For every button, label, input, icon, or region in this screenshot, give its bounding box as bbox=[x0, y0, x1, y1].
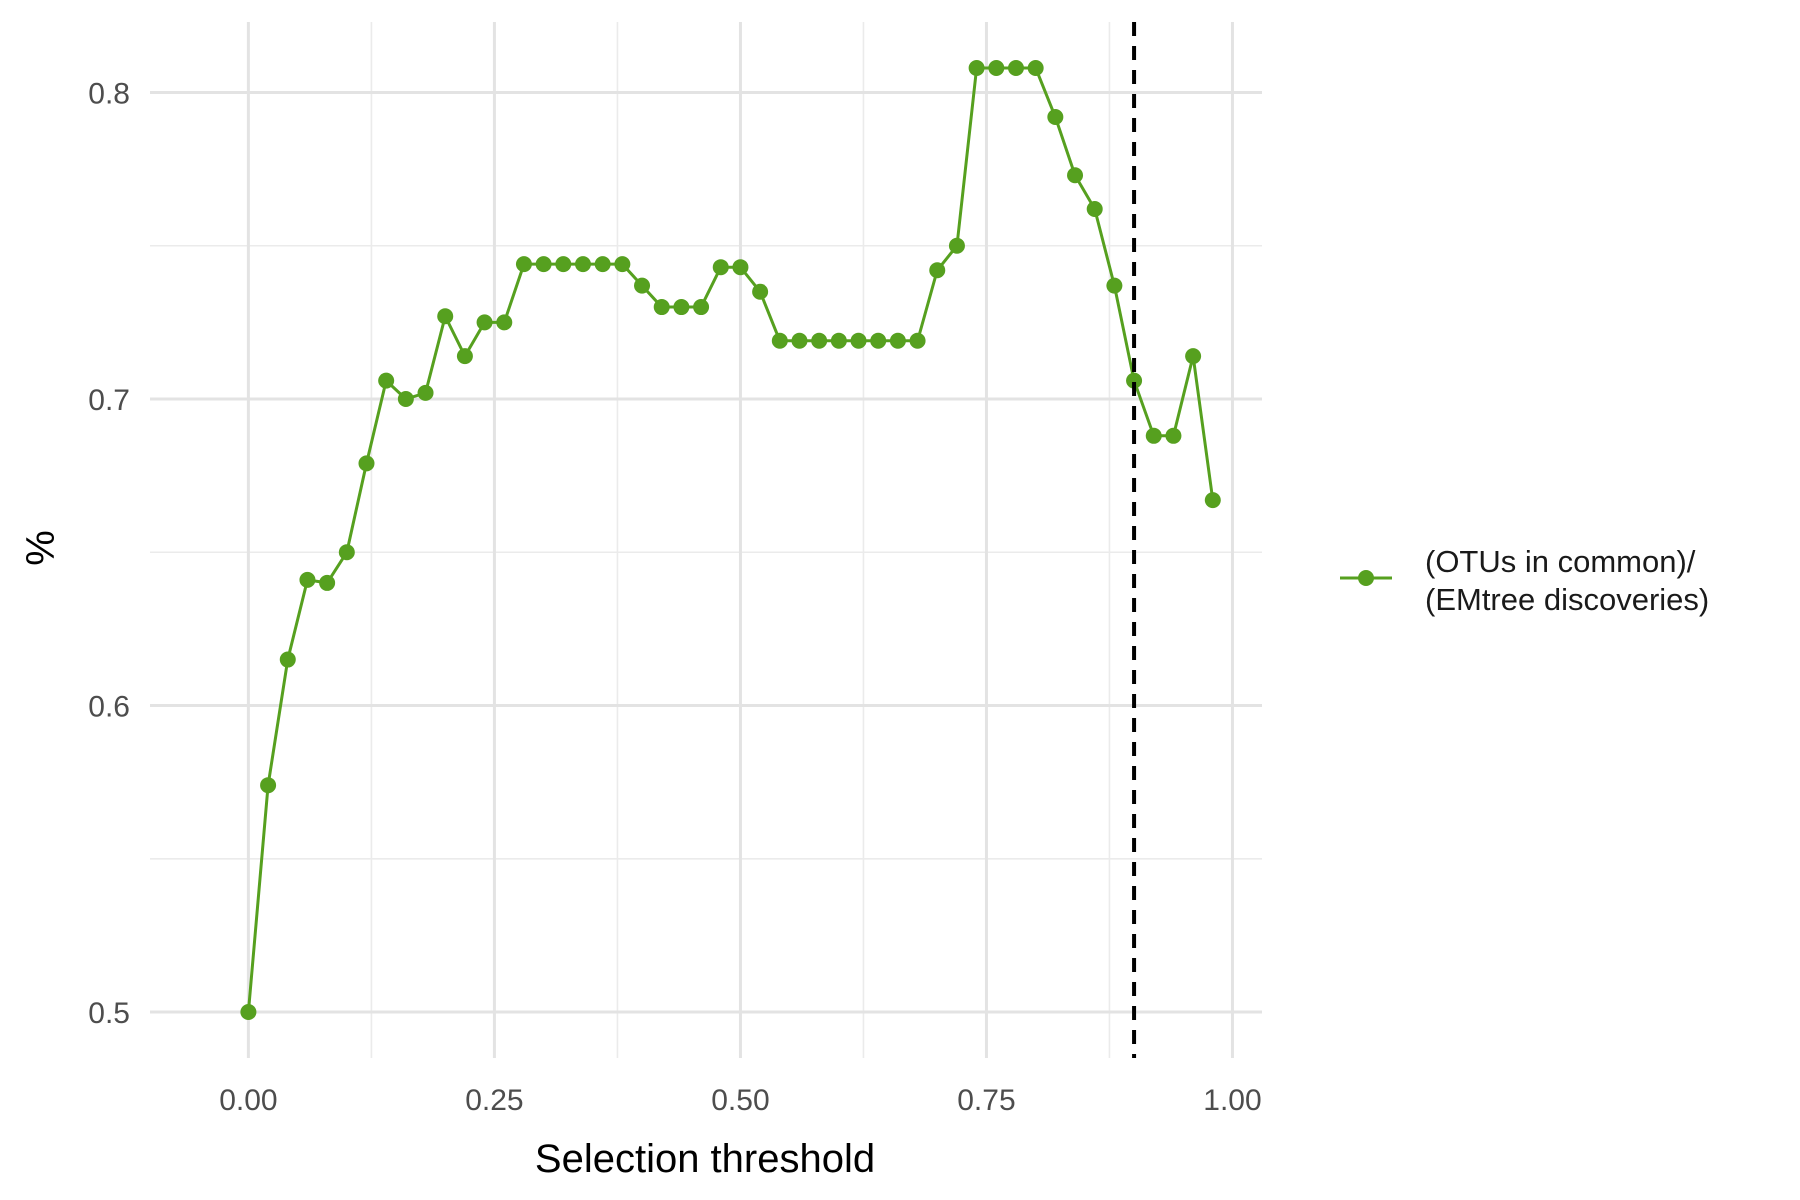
x-tick-label: 0.00 bbox=[219, 1084, 277, 1117]
data-point bbox=[634, 277, 651, 294]
data-point bbox=[437, 308, 454, 325]
data-point bbox=[653, 299, 670, 316]
data-point bbox=[574, 256, 591, 273]
data-point bbox=[397, 391, 414, 408]
x-tick-label: 0.75 bbox=[957, 1084, 1015, 1117]
minor-gridlines bbox=[150, 22, 1262, 1058]
data-point bbox=[338, 544, 355, 561]
data-point bbox=[299, 571, 316, 588]
legend-label-line: (OTUs in common)/ bbox=[1425, 544, 1696, 579]
data-point bbox=[260, 777, 277, 794]
data-point bbox=[811, 332, 828, 349]
data-point bbox=[870, 332, 887, 349]
data-point bbox=[476, 314, 493, 331]
data-point bbox=[1204, 492, 1221, 509]
y-axis-ticks: 0.5 0.6 0.7 0.8 bbox=[88, 77, 130, 1030]
data-point bbox=[693, 299, 710, 316]
y-tick-label: 0.5 bbox=[88, 997, 130, 1030]
y-tick-label: 0.7 bbox=[88, 384, 130, 417]
data-point bbox=[594, 256, 611, 273]
data-point bbox=[358, 455, 375, 472]
data-point bbox=[1185, 348, 1202, 365]
data-point bbox=[535, 256, 552, 273]
legend: (OTUs in common)/(EMtree discoveries) bbox=[1340, 544, 1709, 617]
data-point bbox=[1047, 109, 1064, 126]
series-layer bbox=[240, 59, 1221, 1021]
data-point bbox=[1145, 427, 1162, 444]
data-point bbox=[1126, 372, 1143, 389]
data-point bbox=[555, 256, 572, 273]
data-point bbox=[496, 314, 513, 331]
data-point bbox=[732, 259, 749, 276]
data-point bbox=[948, 237, 965, 254]
data-point bbox=[319, 574, 336, 591]
data-point bbox=[889, 332, 906, 349]
x-tick-label: 1.00 bbox=[1203, 1084, 1261, 1117]
legend-point-key bbox=[1358, 570, 1374, 586]
data-point bbox=[968, 59, 985, 76]
x-axis-title: Selection threshold bbox=[535, 1137, 875, 1181]
data-point bbox=[1086, 200, 1103, 217]
data-point bbox=[909, 332, 926, 349]
data-point bbox=[752, 283, 769, 300]
data-point bbox=[456, 348, 473, 365]
data-point bbox=[417, 384, 434, 401]
data-point bbox=[378, 372, 395, 389]
data-point bbox=[988, 59, 1005, 76]
x-tick-label: 0.25 bbox=[465, 1084, 523, 1117]
data-point bbox=[929, 262, 946, 279]
data-point bbox=[673, 299, 690, 316]
data-point bbox=[712, 259, 729, 276]
data-point bbox=[614, 256, 631, 273]
legend-label-line: (EMtree discoveries) bbox=[1425, 582, 1709, 617]
data-point bbox=[771, 332, 788, 349]
y-tick-label: 0.6 bbox=[88, 691, 130, 724]
data-point bbox=[240, 1004, 257, 1021]
data-point bbox=[1067, 167, 1084, 184]
data-point bbox=[850, 332, 867, 349]
data-point bbox=[1106, 277, 1123, 294]
data-point bbox=[279, 651, 296, 668]
x-axis-ticks: 0.00 0.25 0.50 0.75 1.00 bbox=[219, 1084, 1261, 1117]
x-tick-label: 0.50 bbox=[711, 1084, 769, 1117]
series-line bbox=[246, 66, 1215, 1013]
data-point bbox=[1027, 59, 1044, 76]
data-point bbox=[1165, 427, 1182, 444]
data-point bbox=[830, 332, 847, 349]
data-point bbox=[1007, 59, 1024, 76]
data-point bbox=[515, 256, 532, 273]
data-point bbox=[791, 332, 808, 349]
y-tick-label: 0.8 bbox=[88, 77, 130, 110]
major-gridlines bbox=[150, 22, 1262, 1058]
y-axis-title: % bbox=[19, 530, 63, 566]
